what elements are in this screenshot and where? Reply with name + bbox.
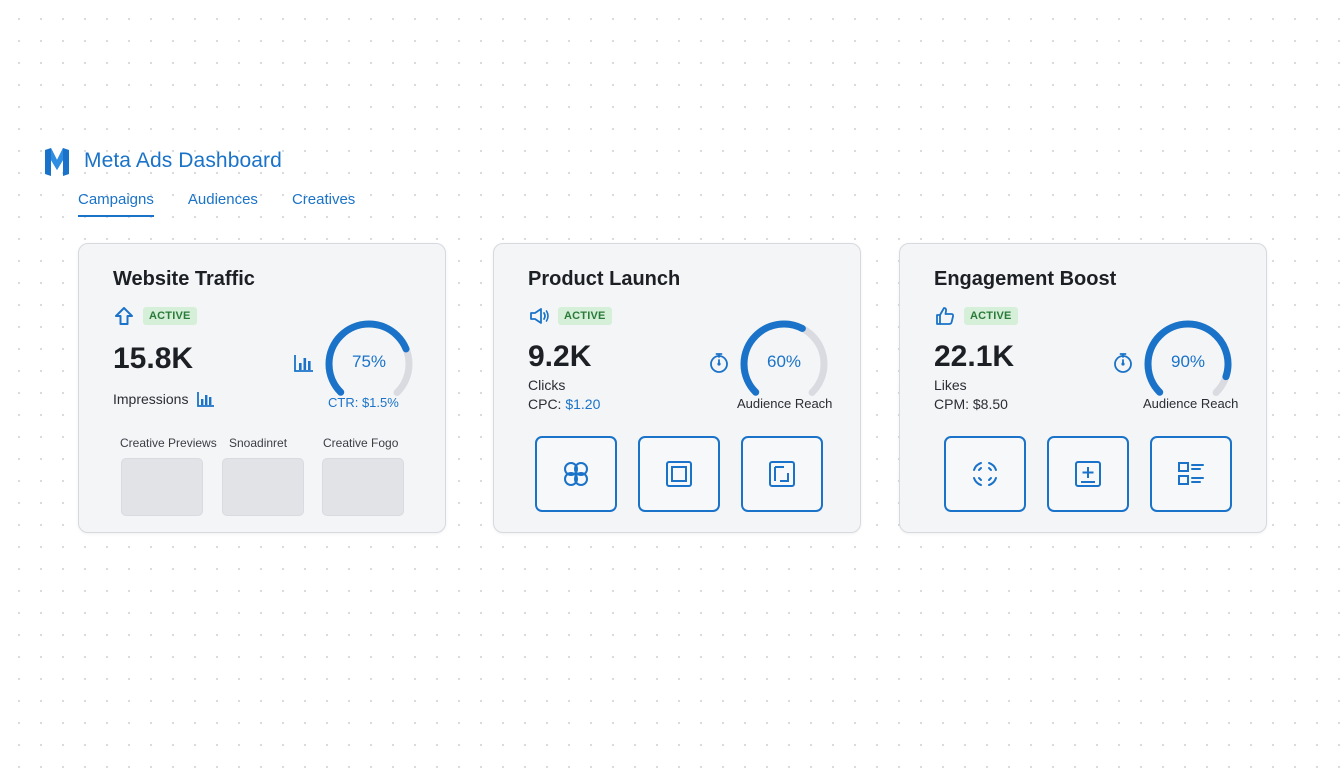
preview-label: Snoadinret	[229, 436, 288, 450]
cpc-label: CPC:	[528, 396, 566, 412]
gauge-percent: 90%	[1170, 352, 1206, 371]
likes-label: Likes	[934, 377, 967, 393]
gauge-fill	[325, 320, 413, 408]
reach-caption: Audience Reach	[1143, 396, 1239, 411]
creative-preview-thumbnail[interactable]	[121, 458, 203, 516]
app-title: Meta Ads Dashboard	[84, 149, 282, 172]
timer-icon	[1114, 353, 1132, 373]
reach-gauge	[740, 320, 828, 408]
status-row: ACTIVE	[934, 305, 1018, 327]
campaign-card-product-launch[interactable]: Product Launch ACTIVE 9.2K Clicks CPC: $…	[493, 243, 861, 533]
timer-icon	[710, 353, 728, 373]
frame-action-button[interactable]	[638, 436, 720, 512]
megaphone-icon	[530, 308, 549, 324]
app-header: Meta Ads Dashboard	[42, 143, 282, 179]
gauge-percent: 60%	[766, 352, 802, 371]
list-layout-icon	[1178, 462, 1204, 485]
gauge-percent: 75%	[351, 352, 387, 371]
clicks-value: 9.2K	[528, 340, 592, 373]
creative-preview-thumbnail[interactable]	[222, 458, 304, 516]
reach-caption: Audience Reach	[737, 396, 833, 411]
crop-action-button[interactable]	[741, 436, 823, 512]
gauge-fill	[1144, 320, 1232, 408]
tab-creatives[interactable]: Creatives	[291, 191, 356, 208]
clicks-label: Clicks	[528, 377, 566, 393]
tab-campaigns[interactable]: Campaigns	[78, 186, 154, 217]
ctr-gauge	[325, 320, 413, 408]
arrow-up-icon	[115, 307, 133, 325]
metric-label-row: Impressions	[113, 390, 216, 408]
status-row: ACTIVE	[113, 305, 197, 327]
status-row: ACTIVE	[528, 305, 612, 327]
thumbs-up-icon	[936, 307, 954, 325]
gauge-fill	[740, 320, 828, 408]
link-icon	[564, 462, 588, 486]
bar-chart-icon	[197, 392, 215, 407]
card-title: Website Traffic	[113, 268, 255, 290]
creative-preview-thumbnail[interactable]	[322, 458, 404, 516]
likes-value: 22.1K	[934, 340, 1015, 373]
focus-frame-icon	[973, 462, 997, 486]
cpm-value: CPM: $8.50	[934, 396, 1008, 412]
bar-chart-icon	[294, 355, 313, 372]
campaign-card-engagement-boost[interactable]: Engagement Boost ACTIVE 22.1K Likes CPM:…	[899, 243, 1267, 533]
add-action-button[interactable]	[1047, 436, 1129, 512]
preview-label: Creative Fogo	[323, 436, 399, 450]
nav-tabs: Campaigns Audiences Creatives	[78, 186, 389, 217]
card-title: Product Launch	[528, 268, 681, 290]
cpc-row: CPC: $1.20	[528, 396, 600, 412]
card-title: Engagement Boost	[934, 268, 1117, 290]
ctr-caption: CTR: $1.5%	[328, 395, 399, 410]
layout-action-button[interactable]	[1150, 436, 1232, 512]
add-box-icon	[1075, 461, 1101, 487]
link-action-button[interactable]	[535, 436, 617, 512]
tab-audiences[interactable]: Audiences	[187, 191, 258, 208]
status-badge: ACTIVE	[964, 307, 1018, 325]
image-crop-icon	[769, 461, 795, 487]
campaign-card-website-traffic[interactable]: Website Traffic ACTIVE 15.8K Impressions	[78, 243, 446, 533]
reach-gauge	[1144, 320, 1232, 408]
meta-logo-icon	[45, 148, 69, 176]
impressions-value: 15.8K	[113, 342, 194, 375]
impressions-label: Impressions	[113, 391, 189, 407]
preview-label: Creative Previews	[120, 436, 217, 450]
square-frame-icon	[666, 461, 692, 487]
focus-action-button[interactable]	[944, 436, 1026, 512]
status-badge: ACTIVE	[143, 307, 197, 325]
cpc-value: $1.20	[565, 396, 601, 412]
status-badge: ACTIVE	[558, 307, 612, 325]
